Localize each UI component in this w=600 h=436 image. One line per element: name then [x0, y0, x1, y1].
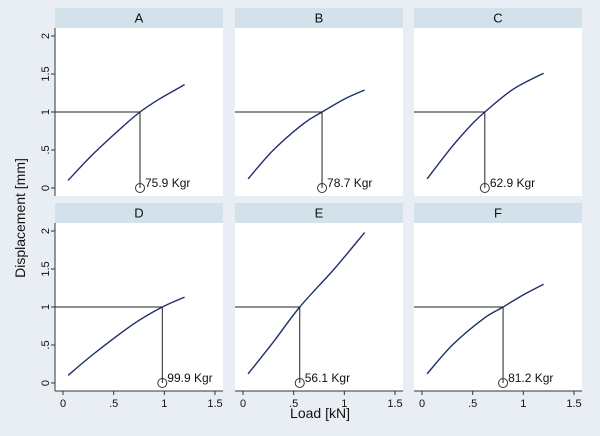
- y-axis-title: Displacement [mm]: [12, 158, 28, 278]
- y-tick-label: 1: [40, 109, 52, 115]
- y-tick-label: 1.5: [40, 261, 52, 276]
- x-tick-label: 0: [240, 398, 246, 410]
- x-tick-label: .5: [468, 398, 477, 410]
- series-line: [67, 296, 185, 376]
- crossing-marker: [157, 378, 168, 388]
- panel-title: E: [315, 206, 324, 221]
- crossing-marker: [294, 378, 305, 388]
- panel-e: E 0 .5 1 1.5 56.1 Kgr: [235, 203, 403, 410]
- y-tick-label: 0: [40, 185, 52, 191]
- panel-c: C 62.9 Kgr: [414, 8, 582, 196]
- x-tick-label: .5: [289, 398, 298, 410]
- panel-title-bar: [235, 203, 403, 223]
- x-tick-label: 1.5: [566, 398, 581, 410]
- crossing-label: 81.2 Kgr: [508, 371, 553, 385]
- series-line: [426, 72, 544, 180]
- x-tick-label: 0: [419, 398, 425, 410]
- panel-b: B 78.7 Kgr: [235, 8, 403, 196]
- panel-title-bar: [414, 203, 582, 223]
- crossing-marker: [498, 378, 509, 388]
- crossing-marker: [135, 183, 146, 193]
- panel-title: C: [493, 11, 502, 26]
- y-tick-label: .5: [40, 145, 52, 154]
- panel-title-bar: [235, 8, 403, 28]
- crossing-label: 78.7 Kgr: [327, 176, 372, 190]
- panel-title: A: [135, 11, 144, 26]
- series-line: [67, 84, 185, 181]
- x-tick-label: 1.5: [207, 398, 222, 410]
- panel-title: F: [494, 206, 502, 221]
- series-line: [426, 283, 544, 375]
- x-tick-label: 1: [341, 398, 347, 410]
- x-tick-label: 0: [60, 398, 66, 410]
- x-tick-label: 1.5: [387, 398, 402, 410]
- panel-title-bar: [55, 203, 223, 223]
- y-tick-label: 1.5: [40, 66, 52, 81]
- crossing-label: 75.9 Kgr: [145, 176, 190, 190]
- panel-title-bar: [55, 8, 223, 28]
- crossing-marker: [479, 183, 490, 193]
- x-tick-label: .5: [109, 398, 118, 410]
- y-tick-label: 1: [40, 304, 52, 310]
- crossing-label: 62.9 Kgr: [490, 176, 535, 190]
- panel-title: B: [315, 11, 324, 26]
- crossing-label: 56.1 Kgr: [305, 371, 350, 385]
- x-tick-label: 1: [520, 398, 526, 410]
- crossing-marker: [317, 183, 328, 193]
- panel-f: F 0 .5 1 1.5 81.2 Kgr: [414, 203, 582, 410]
- x-axis-title: Load [kN]: [290, 405, 350, 421]
- panel-title-bar: [414, 8, 582, 28]
- y-tick-label: 0: [40, 380, 52, 386]
- panel-title: D: [134, 206, 143, 221]
- y-tick-label: .5: [40, 340, 52, 349]
- y-tick-label: 2: [40, 228, 52, 234]
- y-tick-label: 2: [40, 33, 52, 39]
- series-line: [247, 89, 365, 180]
- panel-a: A 0 .5 1 1.5 2 75.9 Kgr: [40, 8, 223, 196]
- crossing-label: 99.9 Kgr: [167, 371, 212, 385]
- panel-d: D 0 .5 1 1.5 2 0 .5 1 1.5 99.9 Kgr: [40, 203, 223, 410]
- x-tick-label: 1: [161, 398, 167, 410]
